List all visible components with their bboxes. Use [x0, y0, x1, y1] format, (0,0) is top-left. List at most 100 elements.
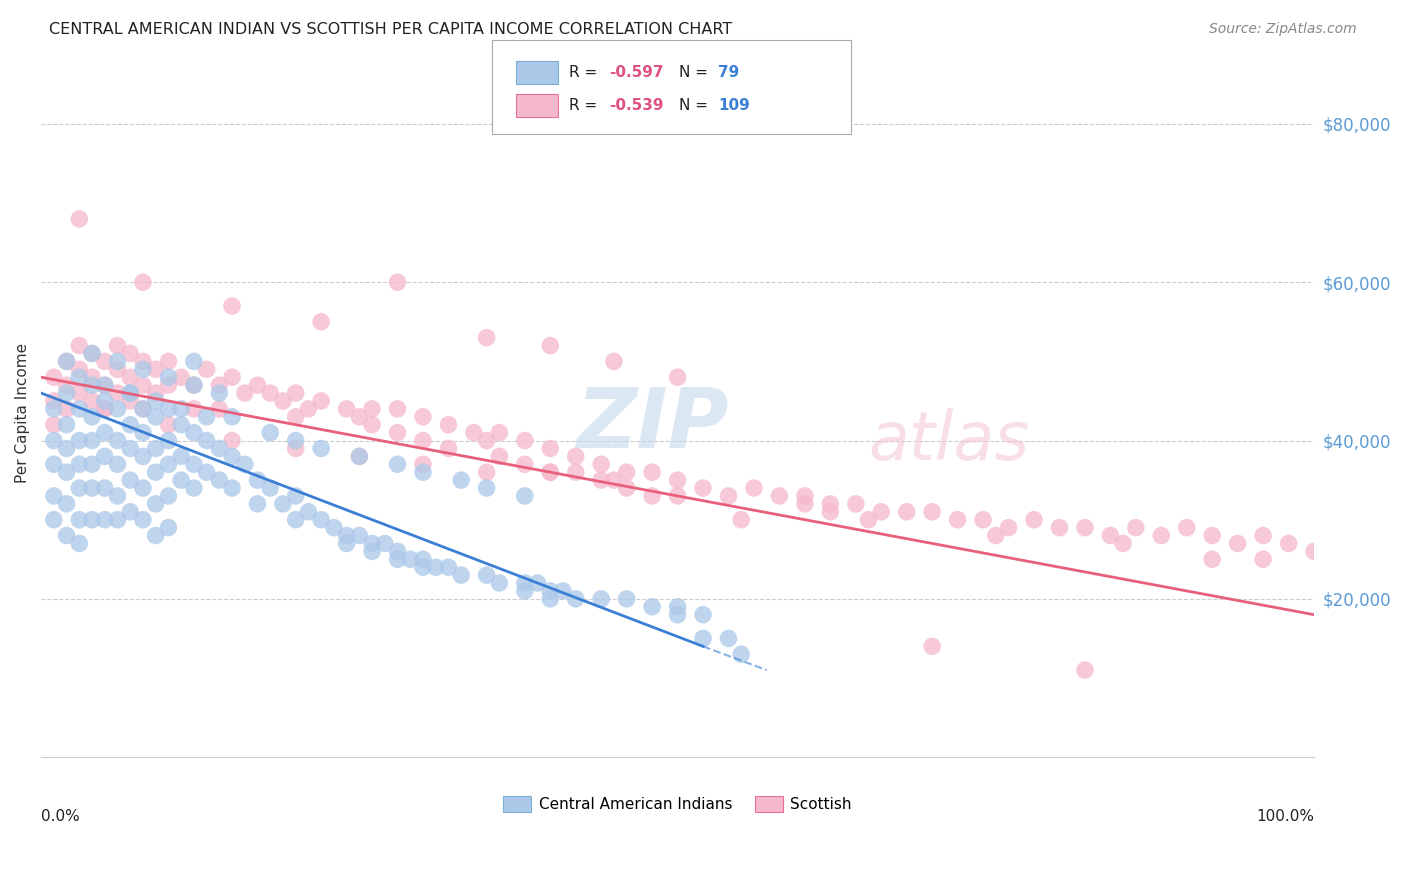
Point	[208, 401, 231, 416]
Point	[437, 560, 460, 574]
Point	[616, 465, 638, 479]
Point	[120, 386, 142, 401]
Point	[412, 434, 434, 448]
Point	[526, 576, 548, 591]
Point	[94, 401, 117, 416]
Point	[387, 401, 409, 416]
Point	[42, 370, 65, 384]
Point	[692, 632, 714, 646]
Text: R =: R =	[569, 98, 603, 113]
Point	[94, 513, 117, 527]
Point	[666, 370, 689, 384]
Point	[120, 346, 142, 360]
Point	[132, 481, 155, 495]
Point	[538, 583, 561, 598]
Point	[233, 386, 256, 401]
Point	[488, 450, 510, 464]
Point	[195, 409, 218, 424]
Point	[67, 338, 90, 352]
Point	[157, 434, 180, 448]
Point	[387, 552, 409, 566]
Point	[107, 401, 129, 416]
Point	[67, 458, 90, 472]
Point	[1074, 663, 1097, 677]
Point	[412, 458, 434, 472]
Point	[55, 386, 77, 401]
Point	[297, 505, 319, 519]
Point	[67, 211, 90, 226]
Point	[42, 434, 65, 448]
Point	[246, 473, 269, 487]
Point	[475, 465, 498, 479]
Point	[208, 386, 231, 401]
Point	[55, 401, 77, 416]
Text: Source: ZipAtlas.com: Source: ZipAtlas.com	[1209, 22, 1357, 37]
Point	[717, 489, 740, 503]
Point	[42, 417, 65, 432]
Point	[221, 450, 243, 464]
Point	[233, 458, 256, 472]
Point	[538, 338, 561, 352]
Point	[513, 583, 536, 598]
Point	[132, 425, 155, 440]
Point	[1150, 528, 1173, 542]
Point	[793, 497, 815, 511]
Point	[221, 481, 243, 495]
Point	[67, 434, 90, 448]
Point	[513, 489, 536, 503]
Point	[858, 513, 880, 527]
Point	[246, 497, 269, 511]
Point	[55, 378, 77, 392]
Point	[208, 378, 231, 392]
Point	[997, 520, 1019, 534]
Point	[107, 489, 129, 503]
Point	[67, 513, 90, 527]
Point	[170, 401, 193, 416]
Point	[336, 528, 359, 542]
Point	[157, 378, 180, 392]
Point	[145, 386, 167, 401]
Point	[42, 513, 65, 527]
Point	[195, 362, 218, 376]
Point	[666, 599, 689, 614]
Point	[94, 354, 117, 368]
Point	[1112, 536, 1135, 550]
Y-axis label: Per Capita Income: Per Capita Income	[15, 343, 30, 483]
Point	[1175, 520, 1198, 534]
Point	[1125, 520, 1147, 534]
Point	[437, 442, 460, 456]
Point	[55, 465, 77, 479]
Point	[361, 536, 384, 550]
Point	[80, 346, 103, 360]
Point	[349, 450, 371, 464]
Point	[666, 489, 689, 503]
Point	[475, 481, 498, 495]
Point	[80, 458, 103, 472]
Point	[1074, 520, 1097, 534]
Point	[463, 425, 485, 440]
Point	[513, 434, 536, 448]
Point	[221, 409, 243, 424]
Point	[692, 607, 714, 622]
Point	[399, 552, 422, 566]
Point	[145, 362, 167, 376]
Point	[742, 481, 765, 495]
Point	[80, 370, 103, 384]
Point	[80, 409, 103, 424]
Point	[387, 458, 409, 472]
Point	[67, 481, 90, 495]
Point	[183, 425, 205, 440]
Text: N =: N =	[679, 65, 713, 80]
Point	[120, 505, 142, 519]
Point	[145, 394, 167, 409]
Point	[591, 473, 613, 487]
Point	[538, 465, 561, 479]
Point	[603, 354, 626, 368]
Point	[921, 505, 943, 519]
Point	[183, 458, 205, 472]
Point	[820, 505, 842, 519]
Point	[80, 513, 103, 527]
Point	[145, 528, 167, 542]
Point	[666, 473, 689, 487]
Point	[94, 394, 117, 409]
